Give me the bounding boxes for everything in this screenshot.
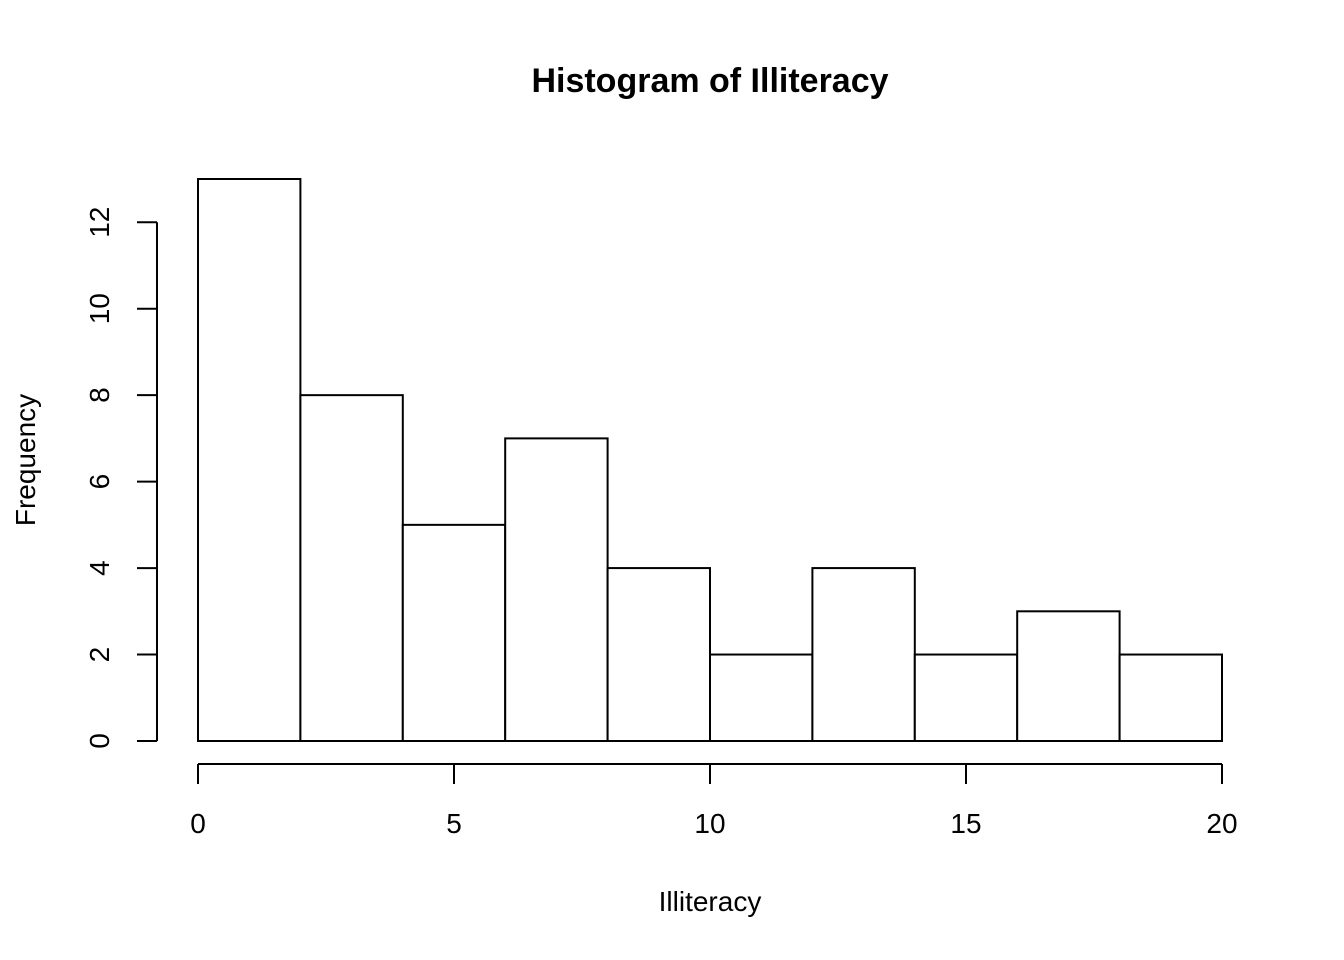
y-tick-label-2: 2 (84, 647, 115, 663)
histogram-bar-5 (709, 653, 814, 742)
histogram-bar-3 (504, 437, 609, 742)
histogram-bar-0 (197, 178, 302, 742)
bars-group (197, 178, 1223, 742)
y-axis-label: Frequency (10, 394, 41, 526)
y-tick-label-12: 12 (84, 207, 115, 238)
chart-title: Histogram of Illiteracy (531, 62, 888, 100)
y-tick-label-0: 0 (84, 733, 115, 749)
y-tick-label-8: 8 (84, 387, 115, 403)
x-tick-label-0: 0 (190, 808, 206, 839)
x-axis-label: Illiteracy (659, 886, 762, 917)
histogram-bar-2 (401, 523, 507, 742)
x-tick-label-10: 10 (694, 808, 725, 839)
y-axis: 0 2 4 6 8 10 12 (84, 207, 158, 749)
x-tick-label-15: 15 (950, 808, 981, 839)
histogram-bar-1 (299, 394, 404, 742)
histogram-bar-6 (811, 567, 916, 742)
histogram-bar-8 (1016, 610, 1121, 742)
histogram-bar-4 (606, 567, 711, 742)
histogram-bar-9 (1118, 653, 1223, 742)
y-tick-label-4: 4 (84, 560, 115, 576)
y-tick-label-10: 10 (84, 293, 115, 324)
y-tick-label-6: 6 (84, 474, 115, 490)
histogram-bar-7 (913, 653, 1019, 742)
x-tick-label-20: 20 (1206, 808, 1237, 839)
x-tick-label-5: 5 (446, 808, 462, 839)
x-axis: 0 5 10 15 20 (190, 763, 1238, 839)
